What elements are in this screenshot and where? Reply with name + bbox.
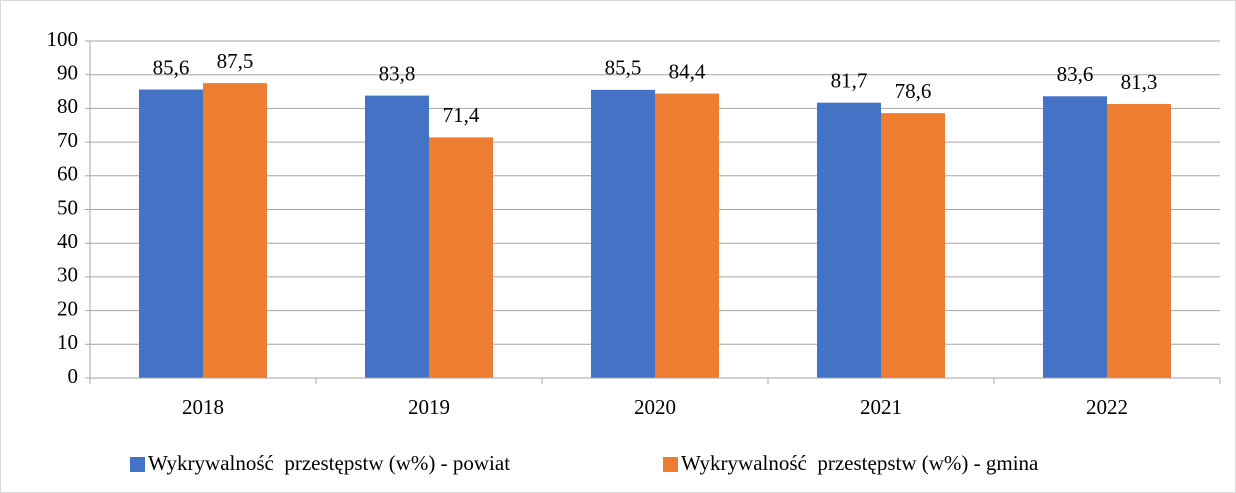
y-tick-label: 70: [57, 128, 78, 152]
legend-swatch: [130, 457, 145, 472]
x-tick-label: 2019: [408, 395, 450, 419]
y-tick-label: 100: [47, 27, 79, 51]
data-label: 83,6: [1057, 62, 1094, 86]
y-tick-label: 90: [57, 61, 78, 85]
y-tick-label: 60: [57, 162, 78, 186]
data-label: 81,7: [831, 68, 868, 92]
bar: [139, 89, 203, 378]
y-tick-label: 30: [57, 263, 78, 287]
data-label: 85,6: [153, 55, 190, 79]
data-label: 84,4: [669, 59, 706, 83]
bar: [203, 83, 267, 378]
legend-label: Wykrywalność przestępstw (w%) - gmina: [681, 451, 1039, 475]
y-tick-label: 40: [57, 229, 78, 253]
bar: [591, 89, 655, 379]
x-tick-label: 2020: [634, 395, 676, 419]
data-label: 87,5: [217, 49, 254, 73]
bar: [655, 93, 719, 379]
y-tick-label: 0: [68, 364, 79, 388]
bar: [881, 113, 945, 379]
data-label: 71,4: [443, 103, 480, 127]
x-tick-label: 2021: [860, 395, 902, 419]
bar: [1107, 104, 1171, 379]
y-tick-label: 20: [57, 296, 78, 320]
bar: [365, 95, 429, 379]
data-label: 81,3: [1121, 70, 1158, 94]
y-tick-label: 50: [57, 195, 78, 219]
legend-label: Wykrywalność przestępstw (w%) - powiat: [148, 451, 510, 475]
x-tick-label: 2022: [1086, 395, 1128, 419]
data-label: 83,8: [379, 61, 416, 85]
data-label: 85,5: [605, 56, 642, 80]
y-tick-label: 10: [57, 330, 78, 354]
bar: [429, 137, 493, 378]
y-tick-label: 80: [57, 94, 78, 118]
x-tick-label: 2018: [182, 395, 224, 419]
bar: [1043, 96, 1107, 378]
data-label: 78,6: [895, 79, 932, 103]
legend-swatch: [663, 457, 678, 472]
bar: [817, 102, 881, 379]
